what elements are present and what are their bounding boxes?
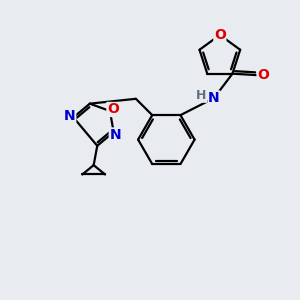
Text: N: N <box>208 91 220 105</box>
Text: N: N <box>64 109 76 123</box>
Text: O: O <box>107 103 119 116</box>
Text: H: H <box>196 89 207 102</box>
Text: N: N <box>109 128 121 142</box>
Text: O: O <box>214 28 226 42</box>
Text: O: O <box>257 68 269 82</box>
